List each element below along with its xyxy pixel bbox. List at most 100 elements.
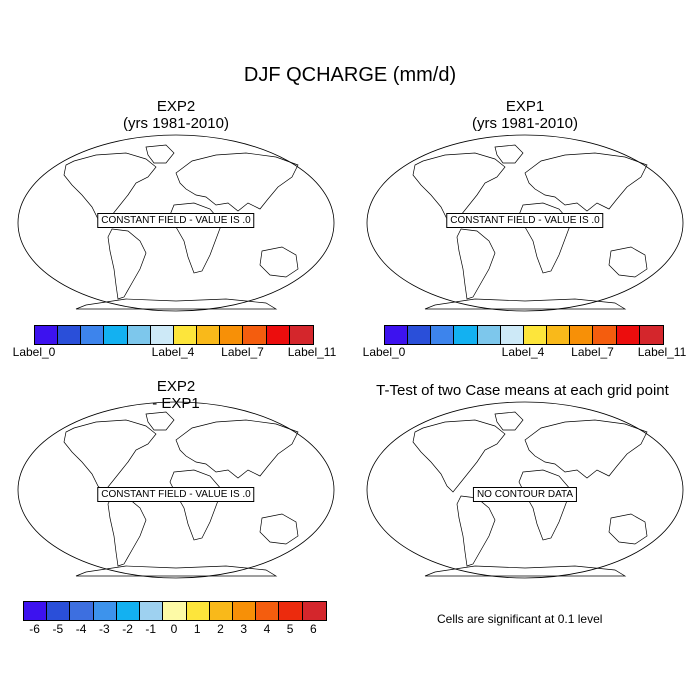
colorbar-label: 4 [263,622,271,636]
eurasia-coastline [175,419,299,479]
exp1-colorbar-labels: Label_0 Label_4 Label_7 Label_11 [363,345,687,361]
colorbar-cell [523,326,548,344]
colorbar-cell [593,326,617,344]
eurasia-coastline [524,152,648,212]
ttest-map-label: NO CONTOUR DATA [472,487,578,502]
colorbar-cell [24,602,48,620]
exp2-title-line2: (yrs 1981-2010) [123,115,229,132]
exp1-title-line2: (yrs 1981-2010) [472,115,578,132]
colorbar-cell [220,326,244,344]
colorbar-cell [266,326,290,344]
colorbar-cell [173,326,198,344]
exp1-colorbar [384,325,664,345]
africa-coastline [169,469,223,541]
colorbar-cell [408,326,432,344]
significance-note: Cells are significant at 0.1 level [437,612,603,626]
greenland-coastline [494,411,524,431]
antarctica-coastline [75,298,278,310]
colorbar-cell [58,326,82,344]
colorbar-cell [81,326,105,344]
antarctica-coastline [424,298,627,310]
diff-title-line2: - EXP1 [152,395,200,412]
colorbar-cell [209,602,233,620]
colorbar-cell [454,326,478,344]
colorbar-cell [116,602,141,620]
colorbar-label: -5 [52,622,64,636]
diff-colorbar [23,601,327,621]
colorbar-cell [431,326,455,344]
exp1-title: EXP1 (yrs 1981-2010) [365,98,685,132]
colorbar-label: Label_11 [637,345,687,359]
ttest-map: NO CONTOUR DATA [365,400,685,580]
greenland-coastline [145,144,175,164]
exp1-map: CONSTANT FIELD - VALUE IS .0 [365,133,685,313]
eurasia-coastline [175,152,299,212]
colorbar-label: Label_0 [12,345,56,359]
map-boundary [366,401,684,579]
colorbar-cell [127,326,151,344]
africa-coastline [518,469,572,541]
australia-coastline [259,513,299,545]
colorbar-label: 5 [286,622,294,636]
exp2-colorbar-labels: Label_0 Label_4 Label_7 Label_11 [13,345,337,361]
colorbar-label: 6 [310,622,317,636]
south-america-coastline [107,495,147,567]
australia-coastline [608,246,648,278]
colorbar-label: Label_7 [221,345,264,359]
colorbar-cell [279,602,303,620]
colorbar-cell [104,326,128,344]
colorbar-cell [385,326,409,344]
north-america-coastline [63,152,157,226]
colorbar-label: Label_0 [362,345,406,359]
diff-title: EXP2 - EXP1 [16,378,336,412]
exp2-title: EXP2 (yrs 1981-2010) [16,98,336,132]
colorbar-cell [256,602,280,620]
australia-coastline [259,246,299,278]
figure-title: DJF QCHARGE (mm/d) [243,64,457,86]
antarctica-coastline [75,565,278,577]
colorbar-cell [477,326,501,344]
colorbar-label: Label_4 [501,345,545,359]
colorbar-cell [47,602,71,620]
colorbar-label: 1 [193,622,201,636]
exp2-map: CONSTANT FIELD - VALUE IS .0 [16,133,336,313]
greenland-coastline [145,411,175,431]
colorbar-cell [150,326,174,344]
colorbar-label: 2 [217,622,224,636]
colorbar-label: -3 [98,622,110,636]
exp2-title-line1: EXP2 [156,98,196,115]
exp1-title-line1: EXP1 [505,98,545,115]
north-america-coastline [63,419,157,493]
colorbar-label: 3 [240,622,248,636]
colorbar-label: -6 [29,622,40,636]
diff-colorbar-labels: -6 -5 -4 -3 -2 -1 0 1 2 3 4 5 6 [23,622,325,638]
exp1-map-label: CONSTANT FIELD - VALUE IS .0 [446,213,604,228]
diff-map-label: CONSTANT FIELD - VALUE IS .0 [97,487,255,502]
colorbar-cell [163,602,187,620]
colorbar-cell [70,602,94,620]
colorbar-cell [35,326,59,344]
diff-title-line1: EXP2 [156,378,196,395]
colorbar-label: -1 [145,622,157,636]
colorbar-cell [289,326,313,344]
greenland-coastline [494,144,524,164]
colorbar-cell [186,602,210,620]
colorbar-label: Label_7 [571,345,614,359]
diff-map: CONSTANT FIELD - VALUE IS .0 [16,400,336,580]
map-boundary [17,134,335,312]
colorbar-cell [616,326,640,344]
colorbar-cell [302,602,326,620]
north-america-coastline [412,419,506,493]
colorbar-cell [243,326,267,344]
colorbar-label: 0 [170,622,178,636]
ttest-title: T-Test of two Case means at each grid po… [376,382,669,399]
colorbar-cell [197,326,221,344]
colorbar-label: -4 [75,622,87,636]
colorbar-cell [140,602,164,620]
colorbar-label: Label_4 [151,345,195,359]
colorbar-cell [570,326,594,344]
australia-coastline [608,513,648,545]
exp2-colorbar [34,325,314,345]
colorbar-label: Label_11 [287,345,337,359]
colorbar-cell [232,602,257,620]
